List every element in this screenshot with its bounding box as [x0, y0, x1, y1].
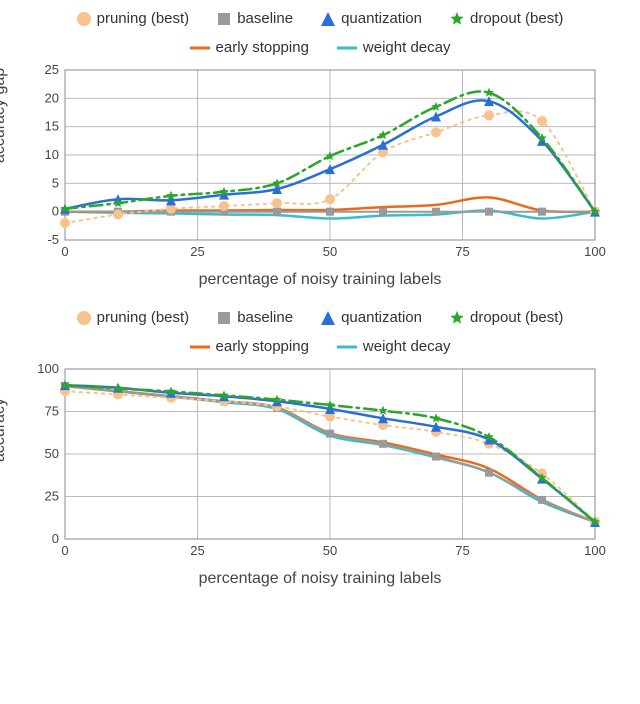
legend-label: early stopping — [216, 39, 309, 56]
svg-text:0: 0 — [61, 244, 68, 259]
svg-text:100: 100 — [584, 543, 606, 558]
svg-text:20: 20 — [45, 90, 59, 105]
circle-icon — [77, 311, 91, 325]
svg-text:75: 75 — [45, 404, 59, 419]
legend-bottom: pruning (best) baseline quantization dropou… — [10, 309, 630, 355]
legend-item-earlystopping: early stopping — [190, 338, 309, 355]
line-icon — [337, 340, 357, 354]
svg-text:75: 75 — [455, 244, 469, 259]
svg-text:100: 100 — [37, 361, 59, 376]
ylabel-bottom: accuracy — [0, 397, 9, 461]
xlabel-top: percentage of noisy training labels — [10, 271, 630, 289]
square-icon — [217, 12, 231, 26]
legend-item-pruning: pruning (best) — [77, 309, 190, 326]
legend-label: weight decay — [363, 39, 451, 56]
legend-item-weightdecay: weight decay — [337, 338, 451, 355]
star-icon — [450, 311, 464, 325]
legend-top: pruning (best) baseline quantization dropou… — [10, 10, 630, 56]
svg-text:50: 50 — [45, 446, 59, 461]
legend-label: dropout (best) — [470, 10, 563, 27]
legend-item-pruning: pruning (best) — [77, 10, 190, 27]
svg-text:25: 25 — [45, 489, 59, 504]
star-icon — [450, 12, 464, 26]
legend-item-weightdecay: weight decay — [337, 39, 451, 56]
legend-item-dropout: dropout (best) — [450, 10, 563, 27]
svg-text:0: 0 — [52, 204, 59, 219]
triangle-icon — [321, 12, 335, 26]
legend-label: weight decay — [363, 338, 451, 355]
svg-text:25: 25 — [190, 543, 204, 558]
legend-item-quantization: quantization — [321, 309, 422, 326]
svg-text:100: 100 — [584, 244, 606, 259]
svg-text:0: 0 — [61, 543, 68, 558]
legend-label: quantization — [341, 10, 422, 27]
svg-text:50: 50 — [323, 543, 337, 558]
legend-item-dropout: dropout (best) — [450, 309, 563, 326]
svg-text:75: 75 — [455, 543, 469, 558]
legend-item-baseline: baseline — [217, 309, 293, 326]
triangle-icon — [321, 311, 335, 325]
svg-text:0: 0 — [52, 531, 59, 546]
legend-item-baseline: baseline — [217, 10, 293, 27]
legend-label: quantization — [341, 309, 422, 326]
legend-item-quantization: quantization — [321, 10, 422, 27]
line-icon — [190, 340, 210, 354]
svg-text:50: 50 — [323, 244, 337, 259]
circle-icon — [77, 12, 91, 26]
chart-bottom: 0 25 50 75 100 0 25 50 75 100 — [10, 359, 610, 564]
xlabel-bottom: percentage of noisy training labels — [10, 570, 630, 588]
legend-label: pruning (best) — [97, 10, 190, 27]
legend-label: dropout (best) — [470, 309, 563, 326]
chart-top: -505101520250255075100 — [10, 60, 610, 265]
legend-item-earlystopping: early stopping — [190, 39, 309, 56]
square-icon — [217, 311, 231, 325]
svg-text:-5: -5 — [47, 232, 59, 247]
legend-label: baseline — [237, 10, 293, 27]
svg-text:10: 10 — [45, 147, 59, 162]
line-icon — [337, 41, 357, 55]
svg-text:25: 25 — [45, 62, 59, 77]
legend-label: early stopping — [216, 338, 309, 355]
ylabel-top: accuracy gap — [0, 67, 9, 162]
legend-label: baseline — [237, 309, 293, 326]
legend-label: pruning (best) — [97, 309, 190, 326]
svg-text:25: 25 — [190, 244, 204, 259]
line-icon — [190, 41, 210, 55]
svg-text:5: 5 — [52, 175, 59, 190]
svg-text:15: 15 — [45, 119, 59, 134]
